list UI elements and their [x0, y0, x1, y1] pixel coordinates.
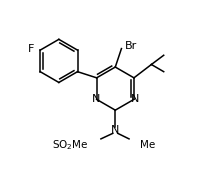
Text: SO$_2$Me: SO$_2$Me [52, 138, 88, 152]
Text: N: N [131, 94, 139, 104]
Text: Me: Me [140, 140, 156, 150]
Text: N: N [111, 125, 119, 135]
Text: F: F [28, 44, 34, 54]
Text: N: N [91, 94, 100, 104]
Text: Br: Br [125, 41, 137, 51]
